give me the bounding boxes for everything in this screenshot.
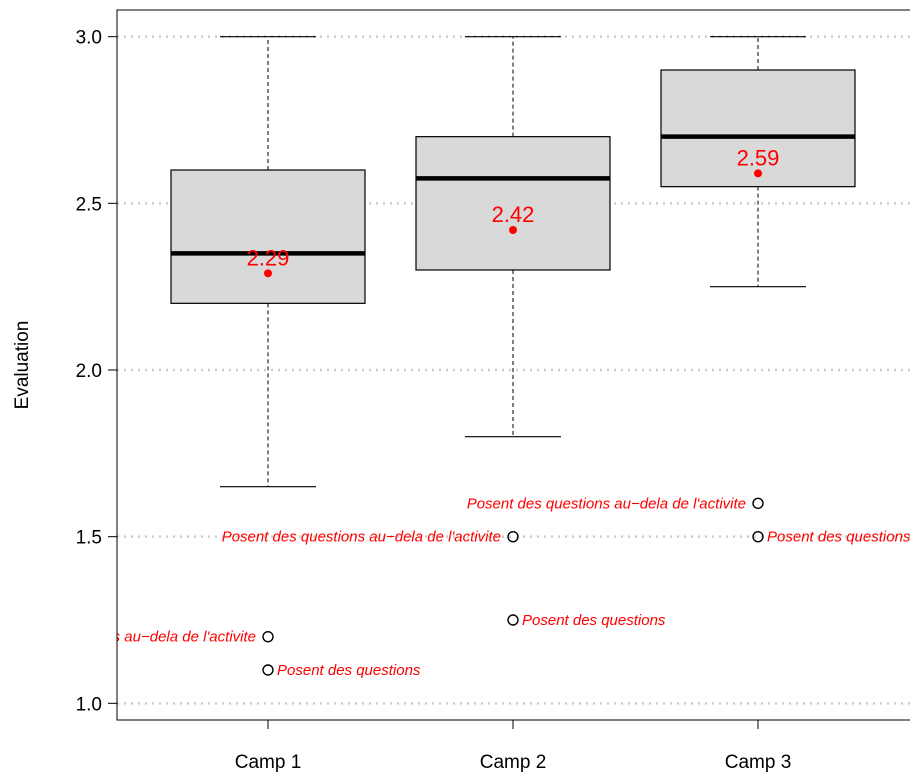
box-iqr	[660, 69, 856, 188]
outlier-label: Posent des questions	[277, 662, 421, 679]
mean-label: 2.42	[492, 202, 535, 227]
y-tick-label: 1.5	[76, 528, 102, 549]
mean-label: 2.29	[247, 245, 290, 270]
outlier-label: Posent des questions au−dela de l'activi…	[222, 529, 501, 546]
plot-frame	[116, 9, 910, 721]
outlier-point	[262, 664, 274, 676]
box-group: 2.42 Posent des questions au−dela de l'ac…	[222, 36, 666, 629]
outlier-point	[752, 530, 764, 543]
y-tick-label: 1.0	[76, 694, 102, 715]
y-tick-label: 3.0	[76, 28, 102, 49]
boxes: 2.29 Posent des questions au−dela de l'ac…	[0, 36, 910, 679]
y-axis-label: Evaluation	[12, 321, 33, 410]
outlier-label: Posent des questions au−dela de l'activi…	[467, 495, 746, 512]
box-group: 2.29 Posent des questions au−dela de l'ac…	[0, 36, 421, 679]
mean-point	[754, 169, 762, 178]
y-tick-label: 2.0	[76, 361, 102, 382]
mean-point	[264, 269, 272, 278]
x-tick-label: Camp 3	[725, 752, 792, 773]
x-tick-label: Camp 1	[235, 752, 302, 773]
outlier-point	[752, 497, 764, 510]
outlier-label: Posent des questions au−dela de l'activi…	[0, 629, 256, 646]
outlier-point	[262, 630, 274, 643]
mean-point	[509, 226, 517, 234]
outlier-point	[507, 530, 519, 543]
outlier-label: Posent des questions	[767, 529, 910, 546]
box-group: 2.59 Posent des questions au−dela de l'ac…	[467, 36, 910, 546]
axes: 1.0 1.5 2.0 2.5 3.0 Camp 1 Camp 2 Camp 3	[76, 28, 792, 773]
outlier-point	[507, 614, 519, 626]
box-iqr	[415, 136, 611, 271]
x-tick-label: Camp 2	[480, 752, 547, 773]
box-iqr	[170, 169, 366, 304]
y-tick-label: 2.5	[76, 194, 102, 215]
outlier-label: Posent des questions	[522, 612, 666, 629]
mean-label: 2.59	[737, 145, 780, 170]
